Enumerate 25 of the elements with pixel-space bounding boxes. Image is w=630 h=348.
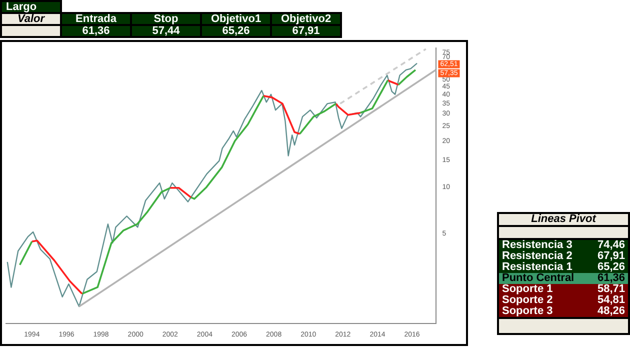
category-label: Soporte 2 [499,294,590,306]
category-label: Objetivo1 [201,13,271,25]
category-label: Resistencia 2 [499,250,590,262]
category-label: Objetivo2 [271,13,341,25]
text: 65,26 [597,261,625,273]
category-label: Resistencia 3 [499,239,590,251]
category-label: Punto Central [499,272,590,284]
category-label: Resistencia 1 [499,261,590,273]
category-label: Stop [131,13,201,25]
text: 48,26 [597,305,625,317]
text: 65,26 [222,25,250,37]
text: 57,44 [152,25,180,37]
text: 74,46 [597,239,625,251]
text: 67,91 [292,25,320,37]
text: 67,91 [597,250,625,262]
text: 61,36 [597,272,625,284]
text: 61,36 [82,25,110,37]
text: Lineas Pivot [499,213,628,226]
text: Valor [1,13,61,25]
text: 54,81 [597,294,625,306]
category-label: Entrada [61,13,131,25]
category-label: Soporte 1 [499,283,590,295]
category-label: Soporte 3 [499,305,590,318]
text: Largo [1,1,61,13]
text: 58,71 [597,283,625,295]
